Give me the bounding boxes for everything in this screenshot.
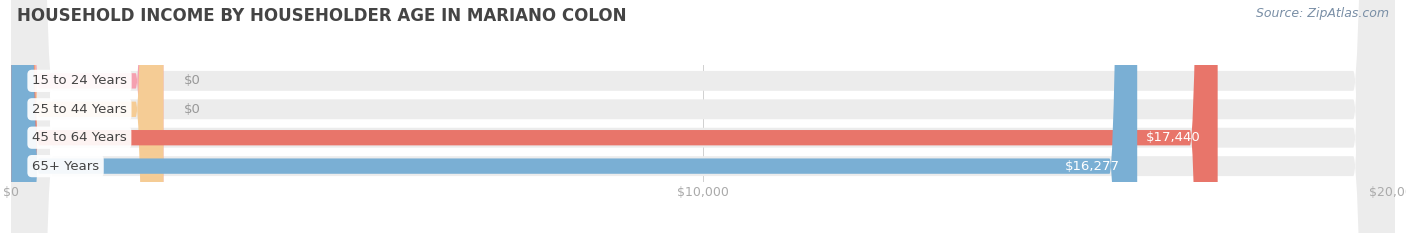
FancyBboxPatch shape: [11, 0, 163, 233]
Text: $0: $0: [184, 103, 201, 116]
FancyBboxPatch shape: [11, 0, 1395, 233]
Text: $0: $0: [184, 74, 201, 87]
Text: Source: ZipAtlas.com: Source: ZipAtlas.com: [1256, 7, 1389, 20]
FancyBboxPatch shape: [11, 0, 1395, 233]
FancyBboxPatch shape: [11, 0, 1137, 233]
FancyBboxPatch shape: [11, 0, 1395, 233]
FancyBboxPatch shape: [11, 0, 1218, 233]
Text: 15 to 24 Years: 15 to 24 Years: [32, 74, 127, 87]
FancyBboxPatch shape: [11, 0, 1395, 233]
Text: HOUSEHOLD INCOME BY HOUSEHOLDER AGE IN MARIANO COLON: HOUSEHOLD INCOME BY HOUSEHOLDER AGE IN M…: [17, 7, 626, 25]
Text: 45 to 64 Years: 45 to 64 Years: [32, 131, 127, 144]
Text: $16,277: $16,277: [1064, 160, 1121, 173]
Text: 65+ Years: 65+ Years: [32, 160, 100, 173]
FancyBboxPatch shape: [11, 0, 163, 233]
Text: $17,440: $17,440: [1146, 131, 1201, 144]
Text: 25 to 44 Years: 25 to 44 Years: [32, 103, 127, 116]
